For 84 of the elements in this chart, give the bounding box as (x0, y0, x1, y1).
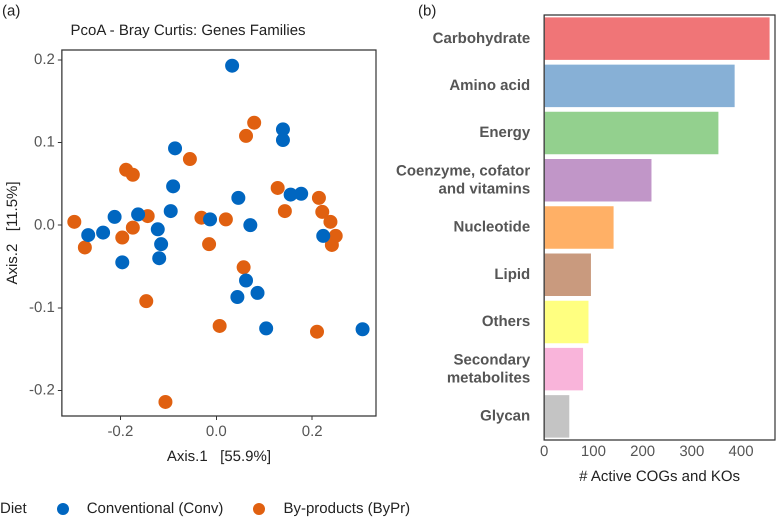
y-tick-label: Glycan (480, 408, 530, 425)
point (356, 322, 370, 336)
point (218, 212, 233, 226)
point (278, 204, 292, 218)
y-tick-label: Carbohydrate (432, 30, 530, 47)
point (126, 220, 140, 235)
point (202, 237, 216, 252)
point (270, 180, 285, 195)
bar (544, 64, 735, 108)
point (259, 321, 274, 336)
y-tick-label: -0.2 (28, 382, 55, 399)
point (166, 179, 180, 194)
legend-title: Diet (0, 500, 27, 517)
bar (544, 159, 652, 202)
y-tick-label: Coenzyme, cofator and vitamins (396, 162, 530, 198)
point (316, 228, 330, 243)
point (158, 394, 172, 409)
text: (b) (418, 2, 436, 20)
bar (544, 395, 570, 438)
x-tick-label: 300 (679, 443, 704, 460)
bar (544, 253, 591, 296)
x-tick-label: 0.2 (302, 423, 323, 440)
y-axis-title: Axis.2 [11.5%] (4, 181, 22, 285)
point (108, 210, 122, 224)
y-tick-label: Lipid (494, 266, 530, 283)
point (231, 190, 246, 205)
point (126, 168, 140, 182)
point (239, 128, 254, 143)
point (236, 260, 251, 274)
x-tick-label: 0.0 (206, 423, 227, 440)
x-tick-label: 400 (728, 443, 754, 460)
x-tick-label: -0.2 (107, 423, 134, 440)
point (243, 218, 258, 232)
point (315, 204, 330, 219)
bar (544, 112, 718, 154)
point (164, 204, 178, 218)
point (250, 286, 265, 300)
point (225, 58, 240, 73)
bar (544, 348, 584, 390)
y-tick-label: Nucleotide (454, 218, 530, 236)
point (168, 141, 182, 156)
y-tick-label: Energy (479, 124, 531, 142)
point (96, 226, 110, 240)
point (115, 255, 130, 270)
y-tick-label: 0.0 (34, 216, 55, 234)
point (78, 240, 92, 254)
bar (544, 206, 614, 249)
point (294, 186, 308, 201)
text: (a) (2, 2, 20, 20)
point (131, 207, 146, 222)
point (212, 318, 227, 333)
bar (544, 300, 588, 344)
point (323, 214, 338, 229)
chart-title: PcoA - Bray Curtis: Genes Families (70, 22, 306, 40)
point (239, 274, 254, 288)
point (154, 237, 168, 252)
point (324, 238, 339, 252)
x-tick-label: 0 (540, 443, 548, 460)
y-tick-label: -0.1 (28, 298, 55, 316)
point (203, 212, 218, 226)
legend-label: Conventional (Conv) (86, 500, 224, 517)
bar (544, 17, 770, 60)
point (152, 251, 166, 266)
point (115, 230, 130, 245)
point (81, 228, 96, 242)
y-tick-label: Amino acid (449, 76, 530, 94)
y-tick-label: 0.1 (34, 134, 55, 151)
legend-label: By-products (ByPr) (283, 500, 410, 517)
point (150, 222, 165, 236)
x-tick-label: 100 (580, 443, 606, 460)
y-tick-label: Secondary metabolites (446, 351, 531, 386)
point (276, 133, 290, 148)
point (247, 116, 262, 130)
y-tick-label: 0.2 (34, 51, 55, 68)
x-tick-label: 200 (630, 443, 656, 460)
y-tick-label: Others (482, 313, 530, 330)
point (67, 214, 82, 229)
point (182, 152, 197, 166)
point (312, 190, 326, 205)
x-axis-title: # Active COGs and KOs (579, 468, 740, 486)
point (230, 290, 244, 304)
point (139, 294, 154, 308)
x-axis-title: Axis.1 [55.9%] (166, 448, 272, 466)
point (310, 324, 324, 339)
